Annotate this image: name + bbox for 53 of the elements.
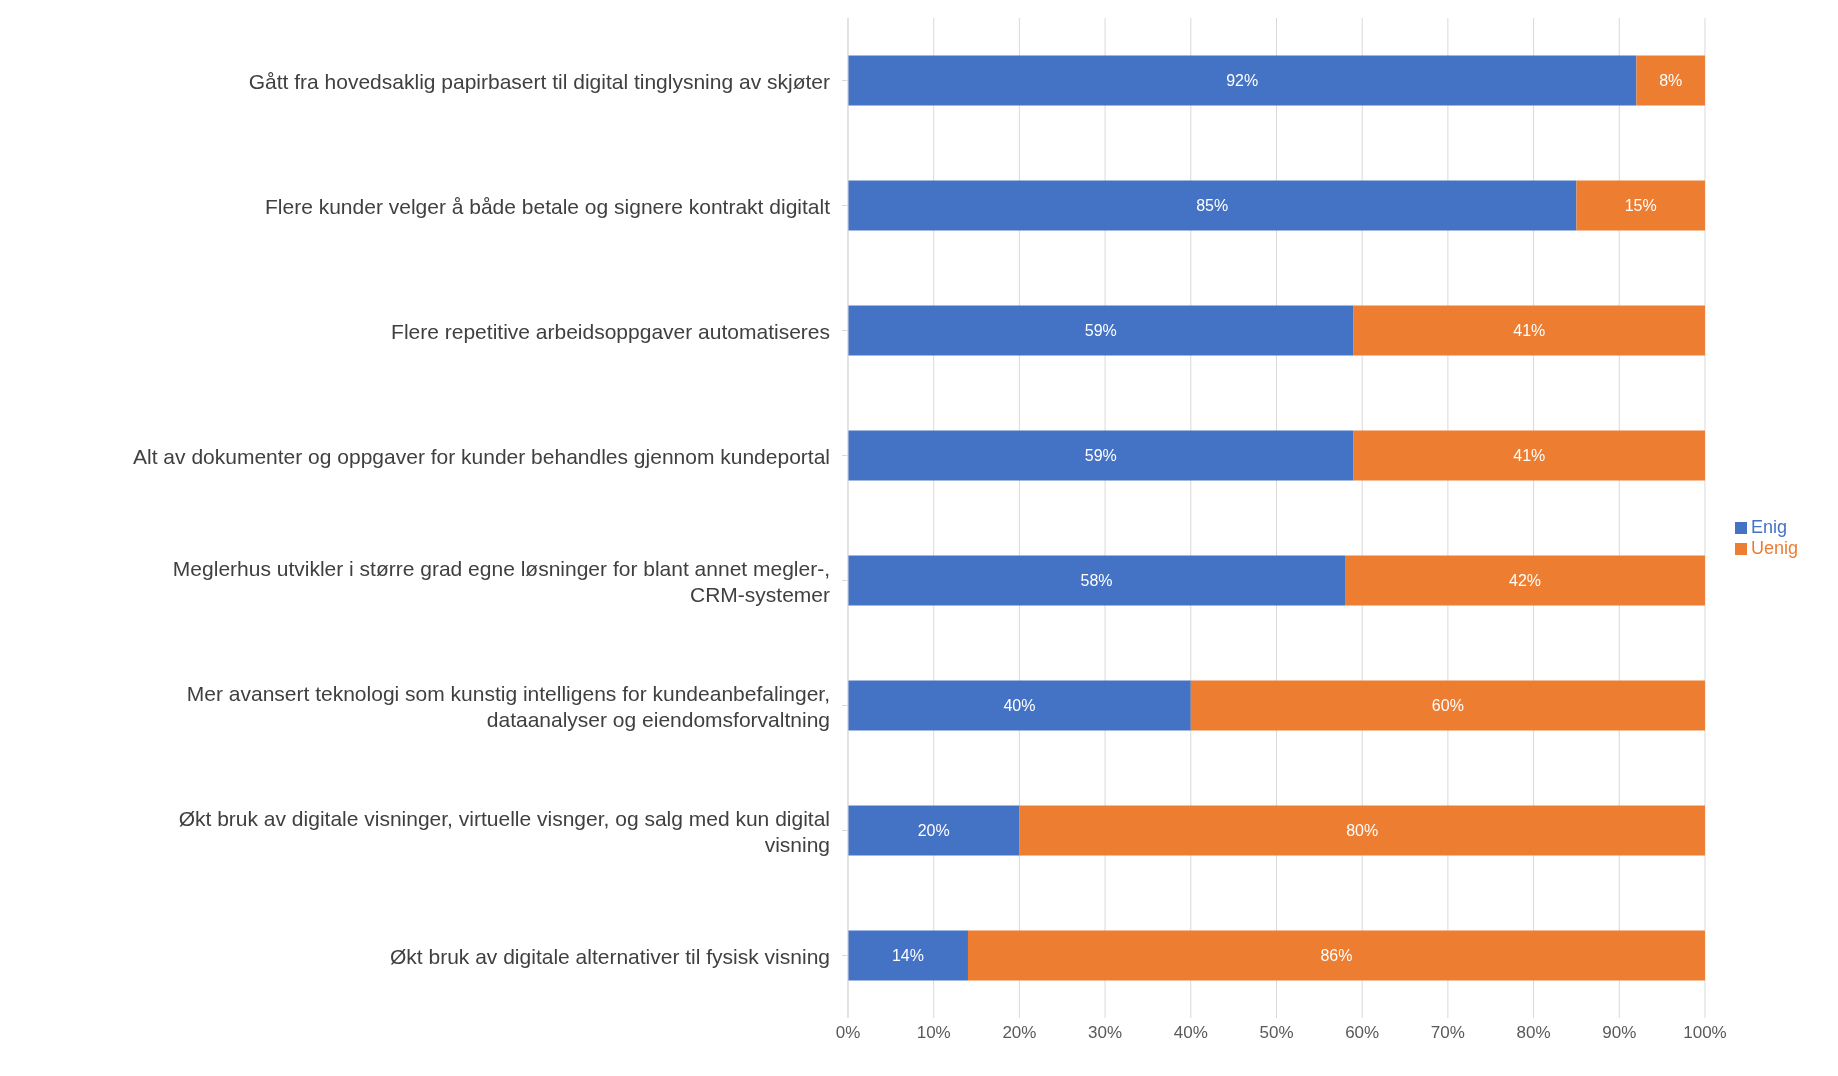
x-tick-label: 70% — [1430, 1023, 1465, 1043]
x-tick-label: 40% — [1173, 1023, 1208, 1043]
bar — [848, 555, 1346, 606]
bar — [848, 930, 968, 981]
x-tick-label: 30% — [1088, 1023, 1123, 1043]
data-label: 41% — [1513, 322, 1546, 339]
bar — [1345, 555, 1705, 606]
bar — [848, 805, 1020, 856]
data-label: 20% — [917, 822, 950, 839]
x-tick-label: 90% — [1602, 1023, 1637, 1043]
y-tick-label: Gått fra hovedsaklig papirbasert til digital tinglysning av skjøter — [248, 69, 830, 92]
x-tick-label: 100% — [1683, 1023, 1727, 1043]
legend-label: Enig — [1750, 517, 1787, 537]
y-tick-label: Flere kunder velger å både betale og signere kontrakt digitalt — [264, 194, 831, 217]
bar — [1576, 180, 1705, 231]
data-label: 92% — [1226, 72, 1259, 89]
bar — [848, 55, 1637, 106]
x-tick-label: 50% — [1259, 1023, 1294, 1043]
bar — [1636, 55, 1705, 106]
bar — [1353, 430, 1705, 481]
data-label: 58% — [1080, 572, 1113, 589]
y-tick-label: Mer avansert teknologi som kunstig intelligens for kundeanbefalinger, dataanalyser og eiendomsforvaltning — [186, 681, 830, 730]
bar — [1190, 680, 1705, 731]
bar — [848, 680, 1191, 731]
data-label: 86% — [1320, 947, 1353, 964]
data-label: 42% — [1508, 572, 1542, 589]
x-tick-label: 20% — [1002, 1023, 1037, 1043]
data-label: 80% — [1346, 822, 1379, 839]
bar — [967, 930, 1705, 981]
bar — [848, 430, 1354, 481]
bar — [848, 180, 1577, 231]
data-label: 59% — [1084, 322, 1117, 339]
legend-label: Uenig — [1750, 538, 1798, 558]
bar — [848, 305, 1354, 356]
data-label: 85% — [1196, 197, 1229, 214]
x-tick-label: 10% — [916, 1023, 951, 1043]
y-tick-label: Flere repetitive arbeidsoppgaver automatiseres — [391, 319, 830, 342]
x-tick-label: 80% — [1516, 1023, 1551, 1043]
bar — [1019, 805, 1705, 856]
data-label: 8% — [1659, 72, 1683, 89]
x-tick-label: 60% — [1345, 1023, 1380, 1043]
data-label: 15% — [1624, 197, 1657, 214]
data-label: 59% — [1084, 447, 1117, 464]
y-tick-label: Alt av dokumenter og oppgaver for kunder behandles gjennom kundeportal — [133, 444, 830, 467]
y-tick-label: Økt bruk av digitale visninger, virtuelle visnger, og salg med kun digital visning — [178, 806, 830, 855]
data-label: 60% — [1431, 697, 1464, 714]
y-tick-label: Økt bruk av digitale alternativer til fysisk visning — [389, 944, 830, 967]
data-label: 41% — [1513, 447, 1546, 464]
y-tick-label: Meglerhus utvikler i større grad egne løsninger for blant annet megler-, CRM-systemer — [172, 556, 830, 605]
data-label: 14% — [891, 947, 924, 964]
data-label: 40% — [1003, 697, 1036, 714]
x-tick-label: 0% — [835, 1023, 861, 1043]
bar — [1353, 305, 1705, 356]
